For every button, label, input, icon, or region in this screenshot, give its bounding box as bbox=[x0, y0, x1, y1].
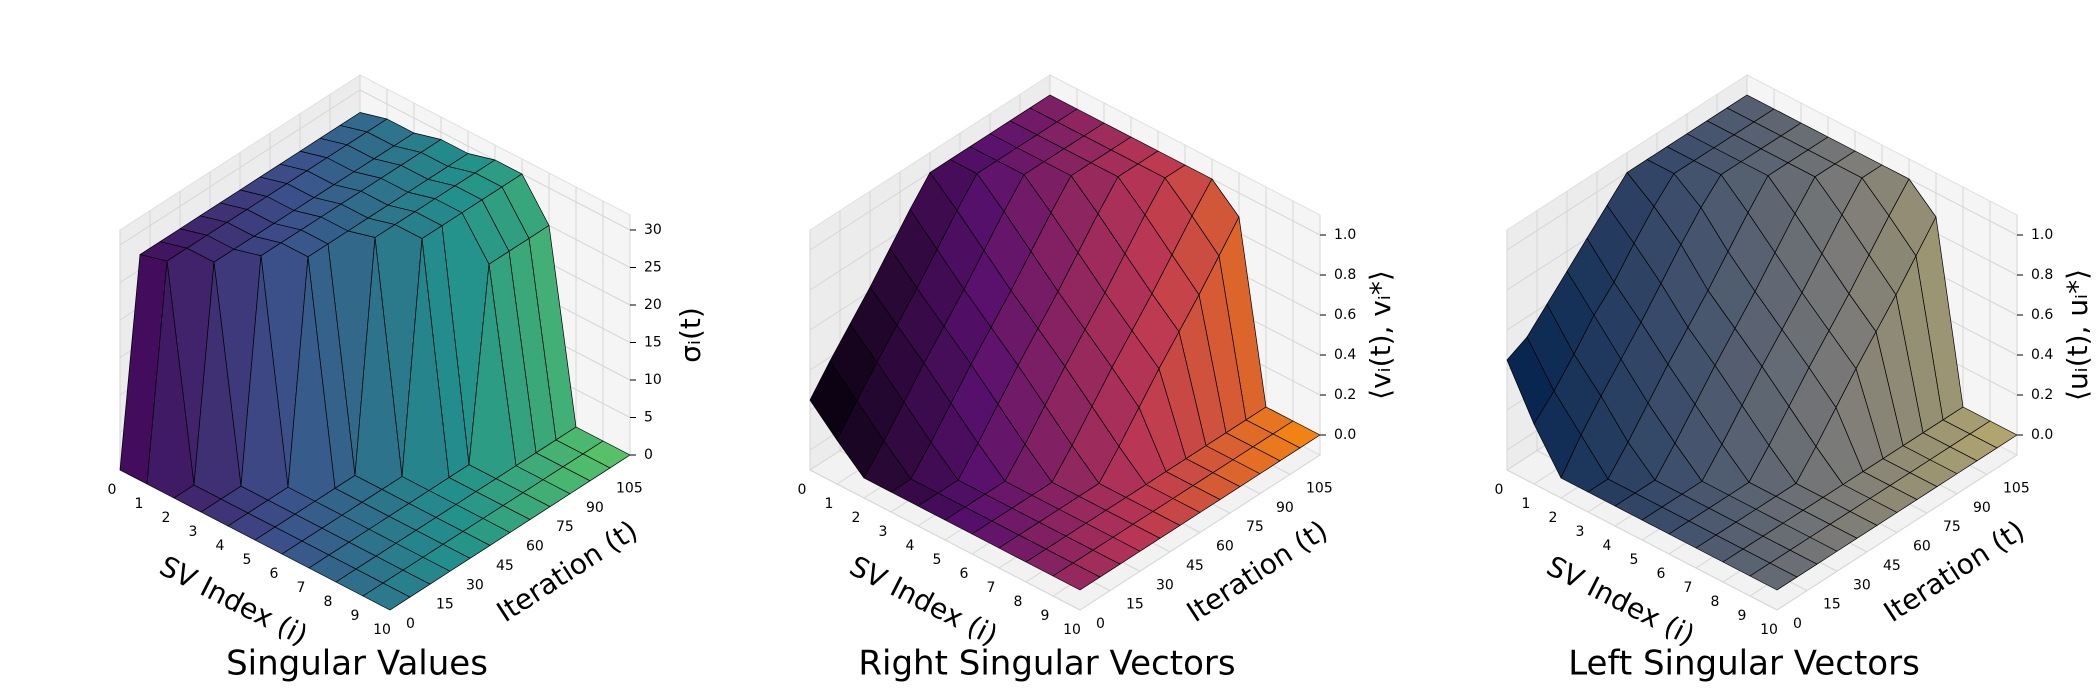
z-axis-label: σᵢ(t) bbox=[674, 307, 707, 363]
y-tick-label: 60 bbox=[1216, 539, 1234, 555]
x-tick-label: 3 bbox=[1576, 524, 1585, 540]
z-tick-label: 20 bbox=[644, 297, 662, 313]
x-tick-label: 8 bbox=[1014, 594, 1023, 610]
y-tick-label: 30 bbox=[1156, 577, 1174, 593]
y-tick-label: 15 bbox=[436, 597, 454, 613]
y-tick-label: 45 bbox=[1186, 558, 1204, 574]
y-tick-label: 15 bbox=[1823, 597, 1841, 613]
z-tick-label: 0.0 bbox=[2031, 427, 2053, 443]
x-tick-label: 4 bbox=[906, 538, 915, 554]
z-tick-label: 0.4 bbox=[2031, 347, 2053, 363]
z-tick-label: 0.2 bbox=[1334, 387, 1356, 403]
z-tick-label: 15 bbox=[644, 335, 662, 351]
z-tick-label: 0.6 bbox=[1334, 307, 1356, 323]
x-tick-label: 9 bbox=[351, 608, 360, 624]
x-tick-label: 5 bbox=[1630, 552, 1639, 568]
x-tick-label: 1 bbox=[825, 496, 834, 512]
x-tick-label: 8 bbox=[1711, 594, 1720, 610]
z-tick-label: 10 bbox=[644, 372, 662, 388]
x-tick-label: 10 bbox=[1760, 622, 1778, 638]
y-tick-label: 45 bbox=[496, 558, 514, 574]
z-tick-label: 5 bbox=[644, 410, 653, 426]
z-tick-label: 25 bbox=[644, 260, 662, 276]
x-tick-label: 6 bbox=[960, 566, 969, 582]
y-tick-label: 90 bbox=[1276, 500, 1294, 516]
x-tick-label: 7 bbox=[297, 580, 306, 596]
x-tick-label: 8 bbox=[324, 594, 333, 610]
grid-line bbox=[119, 89, 361, 246]
z-tick-label: 0.8 bbox=[1334, 267, 1356, 283]
chart-title: Singular Values bbox=[226, 644, 488, 684]
x-tick-label: 0 bbox=[798, 482, 807, 498]
x-axis-label: SV Index (i) bbox=[154, 549, 313, 652]
chart-title: Right Singular Vectors bbox=[858, 644, 1235, 684]
x-axis-label: SV Index (i) bbox=[844, 549, 1003, 652]
x-tick-label: 4 bbox=[1603, 538, 1612, 554]
y-tick-label: 90 bbox=[586, 500, 604, 516]
y-tick-label: 0 bbox=[1096, 616, 1105, 632]
grid-line bbox=[809, 469, 1081, 611]
x-tick-label: 0 bbox=[1495, 482, 1504, 498]
z-tick-label: 1.0 bbox=[2031, 227, 2053, 243]
x-tick-label: 4 bbox=[216, 538, 225, 554]
y-tick-label: 30 bbox=[466, 577, 484, 593]
z-tick-label: 0.2 bbox=[2031, 387, 2053, 403]
surface-patch bbox=[362, 582, 411, 611]
x-tick-label: 1 bbox=[135, 496, 144, 512]
y-tick-label: 60 bbox=[1913, 539, 1931, 555]
y-tick-label: 75 bbox=[1943, 519, 1961, 535]
y-tick-label: 75 bbox=[556, 519, 574, 535]
x-tick-label: 6 bbox=[1657, 566, 1666, 582]
chart-title: Left Singular Vectors bbox=[1568, 644, 1920, 684]
grid-line bbox=[1506, 469, 1778, 611]
x-tick-label: 7 bbox=[987, 580, 996, 596]
x-tick-label: 2 bbox=[1549, 510, 1558, 526]
z-tick-label: 0.4 bbox=[1334, 347, 1356, 363]
x-tick-label: 2 bbox=[852, 510, 861, 526]
y-tick-label: 60 bbox=[526, 539, 544, 555]
z-tick-label: 1.0 bbox=[1334, 227, 1356, 243]
x-axis-label: SV Index (i) bbox=[1541, 549, 1700, 652]
y-tick-label: 45 bbox=[1883, 558, 1901, 574]
y-tick-label: 30 bbox=[1853, 577, 1871, 593]
x-tick-label: 5 bbox=[243, 552, 252, 568]
z-tick-label: 0.0 bbox=[1334, 427, 1356, 443]
surface-patch bbox=[1052, 562, 1101, 591]
x-tick-label: 3 bbox=[189, 524, 198, 540]
y-tick-label: 0 bbox=[1793, 616, 1802, 632]
x-tick-label: 7 bbox=[1684, 580, 1693, 596]
z-tick-label: 0.8 bbox=[2031, 267, 2053, 283]
y-tick-label: 0 bbox=[406, 616, 415, 632]
x-tick-label: 1 bbox=[1522, 496, 1531, 512]
y-tick-label: 105 bbox=[616, 480, 643, 496]
x-tick-label: 9 bbox=[1738, 608, 1747, 624]
y-tick-label: 15 bbox=[1126, 597, 1144, 613]
z-tick-label: 0 bbox=[644, 447, 653, 463]
x-tick-label: 10 bbox=[1063, 622, 1081, 638]
x-tick-label: 9 bbox=[1041, 608, 1050, 624]
y-tick-label: 75 bbox=[1246, 519, 1264, 535]
z-axis-label: ⟨vᵢ(t), vᵢ*⟩ bbox=[1364, 270, 1397, 400]
x-tick-label: 5 bbox=[933, 552, 942, 568]
x-tick-label: 2 bbox=[162, 510, 171, 526]
z-axis-label: ⟨uᵢ(t), uᵢ*⟩ bbox=[2061, 269, 2094, 401]
y-tick-label: 90 bbox=[1973, 500, 1991, 516]
x-tick-label: 0 bbox=[108, 482, 117, 498]
x-tick-label: 10 bbox=[373, 622, 391, 638]
z-tick-label: 30 bbox=[644, 222, 662, 238]
y-tick-label: 105 bbox=[2003, 480, 2030, 496]
y-tick-label: 105 bbox=[1306, 480, 1333, 496]
z-tick-label: 0.6 bbox=[2031, 307, 2053, 323]
x-tick-label: 3 bbox=[879, 524, 888, 540]
surface-patch bbox=[1749, 562, 1798, 591]
x-tick-label: 6 bbox=[270, 566, 279, 582]
